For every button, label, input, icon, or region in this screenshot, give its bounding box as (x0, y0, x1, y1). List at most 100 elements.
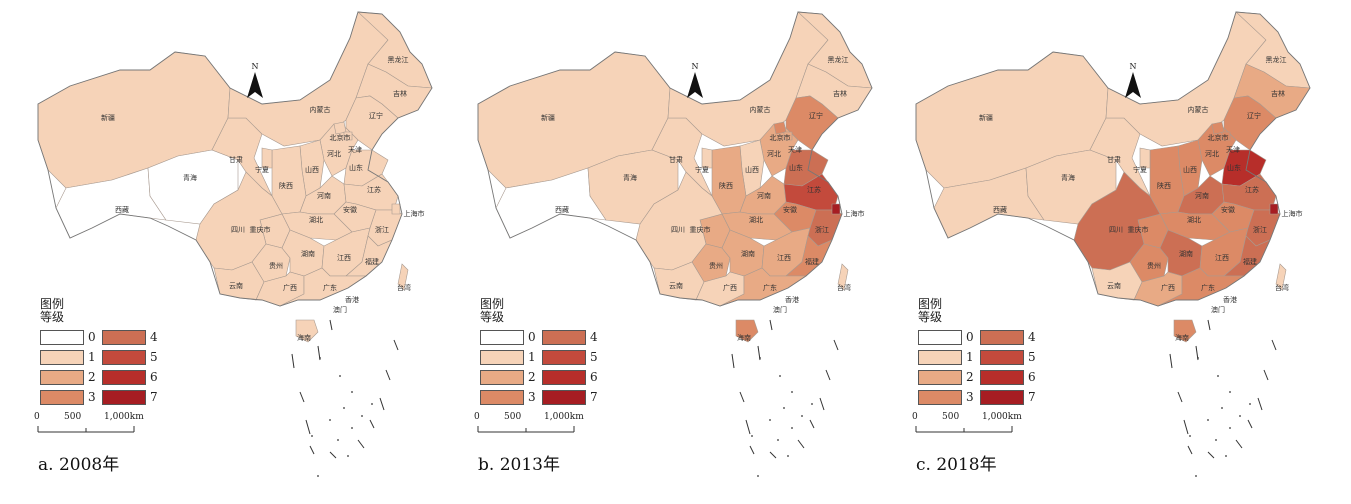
legend-title: 图例 等级 (480, 298, 504, 324)
legend-level-label-6: 6 (590, 370, 598, 384)
province-label-hun: 湖南 (1179, 249, 1193, 258)
scale-bar: 0 500 1,000km (34, 412, 146, 436)
legend: 图例 等级 0 1 2 3 4 5 6 7 (476, 298, 598, 408)
province-label-zj: 浙江 (815, 225, 829, 234)
legend-title: 图例 等级 (918, 298, 942, 324)
legend-title-line2: 等级 (480, 310, 505, 324)
province-label-gz: 贵州 (269, 261, 283, 270)
province-label-xz: 西藏 (555, 205, 569, 214)
legend-swatch-7 (980, 390, 1024, 405)
province-label-tw: 台湾 (1275, 283, 1289, 292)
legend: 图例 等级 0 1 2 3 4 5 6 7 (36, 297, 158, 408)
province-label-sd: 山东 (1227, 163, 1241, 172)
province-label-shx: 陕西 (719, 181, 733, 190)
legend-level-label-2: 2 (528, 370, 536, 384)
country-outline (915, 11, 1311, 307)
province-hn (1173, 319, 1197, 343)
province-label-hun: 湖南 (301, 249, 315, 258)
legend-swatch-5 (102, 350, 146, 365)
provinces (915, 11, 1311, 343)
province-label-jl: 吉林 (833, 89, 847, 98)
province-tw (837, 263, 849, 291)
province-label-nx: 宁夏 (1133, 165, 1147, 174)
province-label-jx: 江西 (1215, 254, 1229, 262)
province-label-bj: 北京市 (770, 133, 791, 142)
legend-title-line1: 图例 (40, 297, 65, 311)
legend-level-label-3: 3 (966, 390, 974, 404)
legend-level-label-2: 2 (966, 370, 974, 384)
north-arrow: N (1123, 62, 1143, 100)
legend-swatch-4 (980, 330, 1024, 345)
legend-swatch-0 (918, 330, 962, 345)
scale-label-0: 0 (474, 412, 480, 422)
legend-swatch-4 (102, 330, 146, 345)
province-sc (1073, 171, 1161, 271)
province-label-hub: 湖北 (1187, 215, 1201, 224)
province-label-xj: 新疆 (979, 113, 993, 122)
province-label-nm: 内蒙古 (750, 105, 771, 114)
legend-swatch-6 (102, 370, 146, 385)
province-label-cq: 重庆市 (250, 225, 271, 234)
province-label-hun: 湖南 (741, 249, 755, 258)
province-label-ln: 辽宁 (809, 111, 823, 120)
province-label-mo: 澳门 (773, 305, 787, 314)
north-arrow-icon (247, 72, 263, 98)
province-nx (701, 147, 713, 169)
province-label-yn: 云南 (1107, 281, 1121, 290)
province-label-ln: 辽宁 (1247, 111, 1261, 120)
province-tj (783, 131, 793, 141)
legend-title-line1: 图例 (918, 297, 943, 311)
legend-level-label-4: 4 (150, 330, 158, 344)
legend-swatch-2 (480, 370, 524, 385)
province-label-jl: 吉林 (1271, 89, 1285, 98)
province-label-gx: 广西 (723, 283, 737, 292)
province-label-cq: 重庆市 (690, 225, 711, 234)
province-label-gs: 甘肃 (1107, 155, 1121, 164)
province-label-hk: 香港 (1223, 295, 1237, 304)
province-label-tj: 天津 (348, 146, 362, 154)
legend: 图例 等级 0 1 2 3 4 5 6 7 (914, 298, 1036, 408)
province-label-mo: 澳门 (1211, 305, 1225, 314)
province-label-hn: 海南 (737, 333, 751, 342)
panel-caption: b. 2013年 (478, 455, 560, 475)
north-label: N (251, 62, 259, 71)
province-label-sd: 山东 (789, 163, 803, 172)
scale-label-0: 0 (34, 412, 40, 422)
province-sh (1269, 203, 1279, 215)
legend-swatch-0 (40, 330, 84, 345)
province-label-hen: 河南 (757, 191, 771, 200)
province-sc (635, 171, 723, 271)
province-label-heb: 河北 (767, 150, 781, 158)
province-label-hk: 香港 (345, 295, 359, 304)
legend-level-label-5: 5 (1028, 350, 1036, 364)
legend-swatch-5 (980, 350, 1024, 365)
province-label-gs: 甘肃 (669, 155, 683, 164)
province-label-bj: 北京市 (330, 133, 351, 142)
province-label-hen: 河南 (317, 191, 331, 200)
province-label-jx: 江西 (777, 254, 791, 262)
north-label: N (1129, 62, 1137, 71)
provinces (37, 11, 433, 343)
legend-level-label-5: 5 (590, 350, 598, 364)
province-shx (1149, 145, 1185, 215)
legend-swatch-1 (40, 350, 84, 365)
province-label-js: 江苏 (367, 185, 381, 194)
scale-label-1000: 1,000km (982, 412, 1022, 422)
province-label-jx: 江西 (337, 254, 351, 262)
province-label-sc: 四川 (231, 226, 245, 234)
north-arrow-icon (1125, 72, 1141, 98)
province-label-nx: 宁夏 (255, 165, 269, 174)
province-tw (397, 263, 409, 291)
province-label-hlj: 黑龙江 (1266, 55, 1287, 64)
province-label-hlj: 黑龙江 (828, 55, 849, 64)
province-nx (261, 147, 273, 169)
legend-level-label-6: 6 (150, 370, 158, 384)
legend-swatch-6 (542, 370, 586, 385)
legend-title-line2: 等级 (918, 310, 943, 324)
province-label-mo: 澳门 (333, 305, 347, 314)
south-china-sea-inset (1169, 319, 1277, 477)
legend-level-label-7: 7 (1028, 390, 1036, 404)
province-label-fj: 福建 (805, 257, 819, 266)
